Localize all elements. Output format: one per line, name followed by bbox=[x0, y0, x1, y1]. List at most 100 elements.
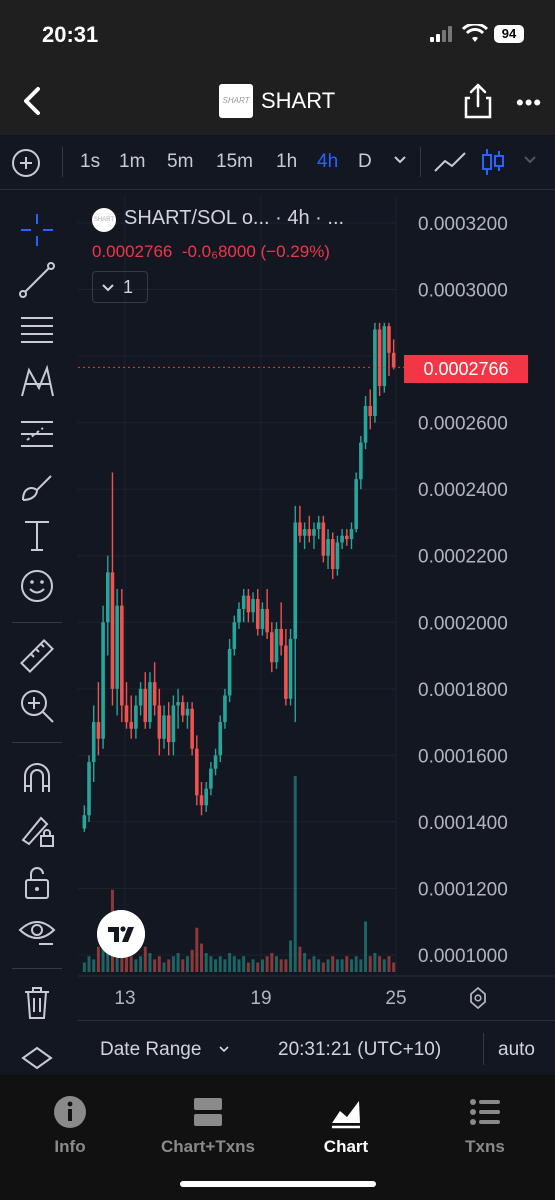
timeframe-d[interactable]: D bbox=[358, 151, 372, 172]
candle bbox=[199, 781, 204, 816]
volume-bar bbox=[185, 956, 189, 972]
info-icon bbox=[54, 1096, 86, 1128]
add-indicator-button[interactable] bbox=[12, 149, 40, 177]
eye-icon[interactable] bbox=[17, 912, 57, 952]
candle bbox=[373, 322, 377, 423]
back-button[interactable] bbox=[18, 84, 48, 118]
nav-chart-label: Chart bbox=[323, 1137, 369, 1156]
emoji-icon[interactable] bbox=[17, 566, 57, 606]
volume-bar bbox=[148, 953, 152, 972]
candle bbox=[368, 389, 373, 430]
y-axis-tick-label: 0.0003200 bbox=[418, 214, 508, 235]
volume-bar bbox=[228, 953, 232, 972]
volume-bar bbox=[106, 953, 110, 972]
candle bbox=[87, 755, 91, 822]
candle bbox=[246, 589, 251, 623]
auto-scale-button[interactable]: auto bbox=[498, 1039, 535, 1060]
candle bbox=[129, 695, 134, 739]
y-axis-tick-label: 0.0002200 bbox=[418, 547, 508, 568]
candle bbox=[387, 322, 391, 377]
candle bbox=[260, 602, 265, 636]
toolbar-divider bbox=[420, 147, 421, 177]
timeframe-dropdown-icon[interactable] bbox=[392, 152, 408, 168]
text-icon[interactable] bbox=[17, 516, 57, 556]
y-axis-tick-label: 0.0001400 bbox=[418, 813, 508, 834]
crosshair-icon[interactable] bbox=[17, 210, 57, 250]
chart-settings-icon[interactable] bbox=[470, 986, 486, 1010]
timeframe-5m[interactable]: 5m bbox=[167, 151, 194, 172]
brush-icon[interactable] bbox=[17, 466, 57, 506]
x-axis-tick-label: 19 bbox=[250, 988, 271, 1009]
nav-chart[interactable]: Chart bbox=[276, 1095, 416, 1157]
candle bbox=[157, 688, 162, 756]
ruler-icon[interactable] bbox=[17, 636, 57, 676]
candlestick-chart-icon[interactable] bbox=[480, 147, 506, 177]
nav-txns-label: Txns bbox=[465, 1137, 505, 1156]
chart-type-dropdown-icon[interactable] bbox=[522, 152, 538, 168]
volume-bar bbox=[153, 959, 157, 972]
candle bbox=[232, 615, 237, 656]
drawing-toolbar: ‹ bbox=[0, 190, 78, 1188]
y-axis-tick-label: 0.0002400 bbox=[418, 480, 508, 501]
trend-line-icon[interactable] bbox=[17, 260, 57, 300]
candle bbox=[279, 602, 283, 656]
price-chart[interactable]: 0.0003200 0.0003000 0.0002600 0.0002400 0.00… bbox=[78, 196, 555, 1018]
nav-info[interactable]: Info bbox=[0, 1095, 140, 1157]
volume-bar bbox=[87, 956, 91, 972]
volume-bar bbox=[251, 959, 255, 972]
line-chart-icon[interactable] bbox=[433, 149, 467, 175]
timeframe-1m[interactable]: 1m bbox=[119, 151, 146, 172]
timeframe-4h[interactable]: 4h bbox=[317, 151, 339, 172]
trash-icon[interactable] bbox=[17, 982, 57, 1022]
volume-bar bbox=[378, 956, 382, 972]
volume-bar bbox=[298, 946, 302, 972]
lock-drawing-icon[interactable] bbox=[17, 810, 57, 850]
timeframe-1s[interactable]: 1s bbox=[80, 151, 101, 172]
volume-bar bbox=[237, 959, 241, 972]
prediction-icon[interactable] bbox=[17, 414, 57, 454]
volume-bar bbox=[209, 956, 213, 972]
share-button[interactable] bbox=[462, 82, 494, 120]
indicator-toggle-button[interactable]: 1 bbox=[92, 271, 148, 303]
magnet-icon[interactable] bbox=[17, 758, 57, 798]
layers-icon[interactable] bbox=[17, 1040, 57, 1070]
volume-bar bbox=[246, 962, 250, 972]
volume-bar bbox=[218, 956, 222, 972]
nav-chart-txns[interactable]: Chart+Txns bbox=[138, 1095, 278, 1157]
timezone-clock[interactable]: 20:31:21 (UTC+10) bbox=[278, 1039, 442, 1060]
more-button[interactable]: ••• bbox=[516, 90, 543, 115]
candle bbox=[293, 505, 298, 723]
unlock-icon[interactable] bbox=[17, 862, 57, 902]
sidebar-divider bbox=[12, 968, 62, 969]
candle bbox=[180, 695, 185, 723]
timeframe-1h[interactable]: 1h bbox=[276, 151, 298, 172]
date-range-button[interactable]: Date Range bbox=[100, 1039, 202, 1060]
timeframe-15m[interactable]: 15m bbox=[216, 151, 253, 172]
candle bbox=[335, 535, 340, 576]
fib-retracement-icon[interactable] bbox=[17, 310, 57, 350]
candle bbox=[162, 705, 166, 749]
nav-txns[interactable]: Txns bbox=[415, 1095, 555, 1157]
volume-bar bbox=[190, 949, 194, 972]
volume-bar bbox=[345, 956, 349, 972]
legend-title[interactable]: SHART/SOL o... · 4h · ... bbox=[124, 207, 345, 229]
volume-bar bbox=[204, 953, 208, 972]
candle bbox=[190, 702, 194, 756]
volume-bar bbox=[284, 959, 288, 972]
volume-bar bbox=[382, 959, 386, 972]
tradingview-logo[interactable] bbox=[97, 910, 145, 958]
legend-price: 0.0002766 bbox=[92, 242, 173, 261]
volume-bar bbox=[274, 956, 278, 972]
candle bbox=[330, 532, 335, 580]
zoom-in-icon[interactable] bbox=[17, 686, 57, 726]
pattern-icon[interactable] bbox=[17, 362, 57, 402]
candle bbox=[344, 529, 349, 546]
x-axis-tick-label: 13 bbox=[114, 988, 135, 1009]
candle bbox=[134, 695, 138, 739]
chevron-down-icon[interactable] bbox=[218, 1043, 230, 1055]
volume-bar bbox=[260, 959, 264, 972]
sidebar-divider bbox=[12, 622, 62, 623]
candle bbox=[101, 605, 105, 749]
candle bbox=[218, 715, 223, 763]
